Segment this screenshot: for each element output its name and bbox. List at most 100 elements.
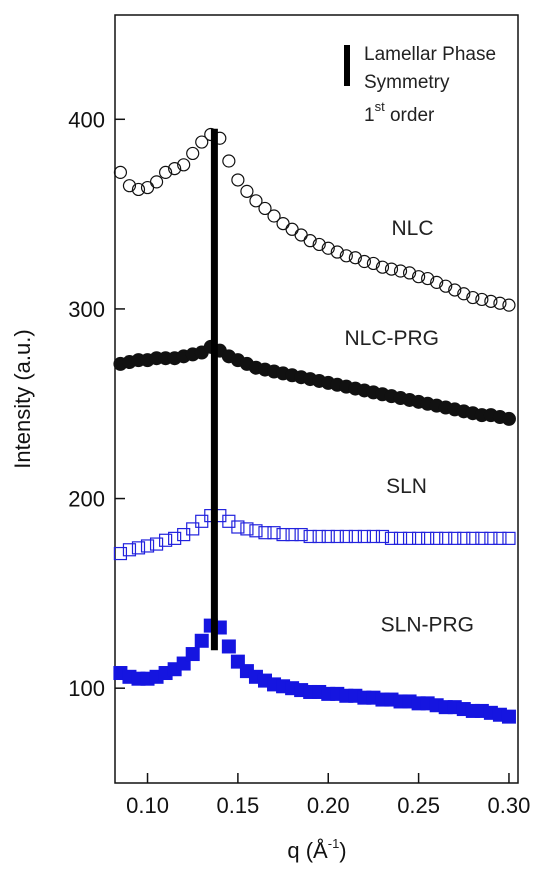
data-point bbox=[484, 294, 498, 308]
data-point bbox=[330, 245, 344, 259]
data-point bbox=[194, 633, 209, 648]
data-point bbox=[312, 529, 326, 544]
data-point bbox=[402, 266, 417, 280]
y-tick-label: 100 bbox=[68, 676, 105, 701]
data-point bbox=[185, 647, 200, 662]
data-point bbox=[439, 531, 453, 545]
series-nlc bbox=[113, 127, 516, 312]
data-point bbox=[186, 146, 200, 161]
data-point bbox=[466, 531, 480, 545]
data-point bbox=[113, 546, 128, 561]
data-point bbox=[231, 520, 245, 534]
data-point bbox=[501, 709, 516, 724]
data-point bbox=[231, 173, 245, 187]
y-tick-label: 300 bbox=[68, 297, 105, 322]
y-axis-title: Intensity (a.u.) bbox=[10, 329, 35, 468]
data-point bbox=[285, 527, 299, 542]
x-tick-label: 0.25 bbox=[397, 793, 440, 818]
data-point bbox=[149, 175, 164, 189]
data-point bbox=[303, 529, 317, 544]
data-point bbox=[393, 531, 408, 545]
data-point bbox=[276, 216, 290, 231]
legend-line-1: Lamellar Phase bbox=[364, 44, 496, 65]
series-nlc-prg bbox=[113, 339, 516, 426]
legend-line-2: Symmetry bbox=[364, 72, 450, 93]
data-point bbox=[159, 165, 173, 179]
data-point bbox=[457, 287, 471, 301]
y-tick-label: 200 bbox=[68, 487, 105, 512]
data-point bbox=[502, 531, 516, 545]
data-point bbox=[430, 275, 444, 289]
data-point bbox=[357, 254, 371, 269]
x-tick-label: 0.15 bbox=[216, 793, 259, 818]
data-point bbox=[159, 533, 173, 547]
data-point bbox=[168, 531, 182, 545]
data-point bbox=[357, 529, 371, 544]
legend-order-word: order bbox=[385, 105, 435, 126]
data-point bbox=[421, 271, 435, 286]
data-point bbox=[177, 158, 191, 172]
data-point bbox=[421, 531, 435, 545]
x-tick-label: 0.30 bbox=[488, 793, 531, 818]
x-axis-title-exponent: -1 bbox=[328, 836, 340, 851]
legend-line-3: 1st order bbox=[364, 99, 435, 126]
data-point bbox=[195, 135, 209, 149]
x-axis: 0.10 0.15 0.20 0.25 0.30 bbox=[126, 773, 530, 818]
data-point bbox=[348, 529, 362, 544]
data-point bbox=[240, 184, 254, 198]
data-point bbox=[502, 298, 516, 312]
data-point bbox=[140, 180, 155, 195]
data-point bbox=[131, 182, 146, 197]
data-point bbox=[402, 531, 417, 545]
series-label: SLN bbox=[386, 475, 427, 498]
data-point bbox=[448, 531, 462, 545]
data-point bbox=[384, 262, 399, 276]
data-point bbox=[493, 296, 507, 310]
data-point bbox=[258, 526, 272, 540]
data-point bbox=[240, 522, 254, 536]
data-point bbox=[448, 283, 462, 297]
data-point bbox=[249, 524, 263, 538]
x-axis-title: q (Å-1) bbox=[287, 836, 346, 863]
y-tick-label: 400 bbox=[68, 107, 105, 132]
data-point bbox=[140, 539, 155, 553]
data-point bbox=[267, 526, 281, 540]
x-axis-title-main: q (Å bbox=[287, 838, 328, 863]
series-label: SLN-PRG bbox=[381, 613, 474, 636]
data-point bbox=[339, 529, 353, 544]
data-point bbox=[294, 228, 308, 242]
data-point bbox=[285, 222, 299, 236]
data-point bbox=[501, 411, 516, 426]
legend-ordinal-number: 1 bbox=[364, 105, 375, 126]
data-point bbox=[366, 529, 381, 544]
data-point bbox=[221, 639, 236, 654]
data-point bbox=[384, 531, 399, 545]
data-point bbox=[330, 529, 344, 544]
data-point bbox=[258, 201, 272, 216]
data-point bbox=[122, 179, 137, 193]
series-sln bbox=[113, 509, 516, 561]
series-labels: NLC NLC-PRG SLN SLN-PRG bbox=[345, 217, 475, 636]
data-point bbox=[131, 541, 146, 555]
plot-frame bbox=[114, 14, 519, 784]
data-point bbox=[303, 234, 317, 248]
data-point bbox=[475, 292, 489, 307]
data-point bbox=[430, 531, 444, 545]
data-point bbox=[375, 529, 390, 544]
data-point bbox=[412, 270, 426, 284]
y-axis: 100 200 300 400 bbox=[68, 107, 125, 701]
data-point bbox=[475, 531, 489, 545]
data-point bbox=[439, 279, 453, 293]
data-point bbox=[457, 531, 471, 545]
legend-ordinal-suffix: st bbox=[375, 99, 386, 114]
data-point bbox=[149, 537, 164, 551]
data-point bbox=[267, 209, 281, 223]
data-point bbox=[249, 194, 263, 208]
data-point bbox=[168, 162, 182, 176]
data-point bbox=[339, 249, 353, 263]
data-point bbox=[466, 290, 480, 305]
x-axis-title-close: ) bbox=[339, 838, 346, 863]
data-point bbox=[186, 522, 200, 536]
data-point bbox=[484, 531, 498, 545]
